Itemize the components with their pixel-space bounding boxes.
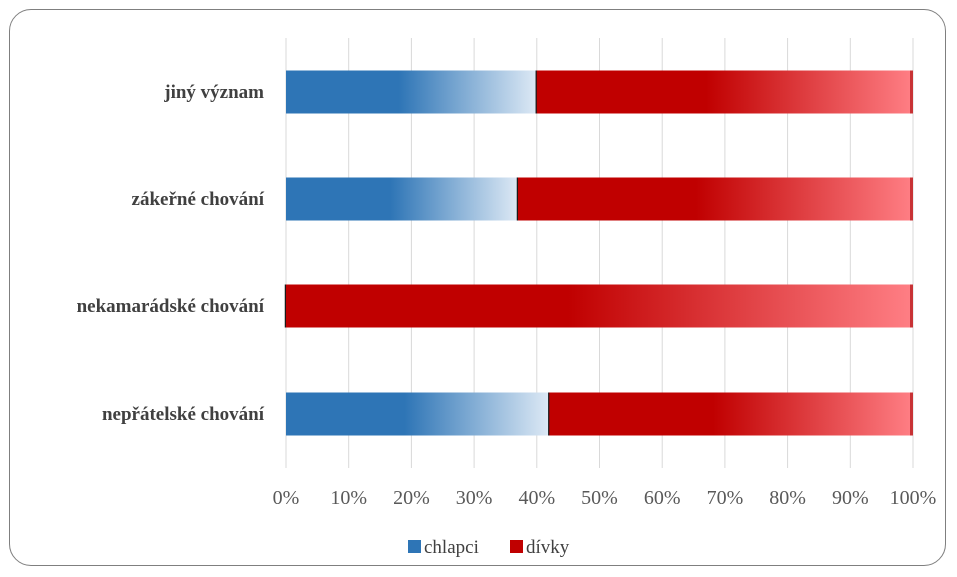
bars xyxy=(284,70,913,436)
x-tick-label: 100% xyxy=(890,487,937,509)
x-tick-label: 20% xyxy=(393,487,430,509)
x-tick-label: 50% xyxy=(581,487,618,509)
x-tick-label: 90% xyxy=(832,487,869,509)
bar-dívky-3 xyxy=(549,392,913,436)
category-labels: jiný význam zákeřné chování nekamarádské c… xyxy=(77,82,265,425)
category-label: nekamarádské chování xyxy=(77,296,265,317)
legend: chlapci dívky xyxy=(408,537,570,558)
bar-dívky-1 xyxy=(517,177,913,221)
category-label: zákeřné chování xyxy=(132,189,265,210)
x-tick-label: 80% xyxy=(769,487,806,509)
bar-dívky-2 xyxy=(286,284,913,328)
legend-label: chlapci xyxy=(424,537,479,558)
category-label: nepřátelské chování xyxy=(102,404,265,425)
x-tick-label: 0% xyxy=(273,487,300,509)
bar-end-edge xyxy=(910,70,913,114)
x-tick-label: 40% xyxy=(518,487,555,509)
bar-end-edge xyxy=(910,392,913,436)
bar-end-edge xyxy=(910,284,913,328)
x-tick-labels: 0% 10% 20% 30% 40% 50% 60% 70% 80% 90% 100% xyxy=(273,487,937,509)
legend-label: dívky xyxy=(526,537,570,558)
legend-swatch-chlapci xyxy=(408,540,421,553)
x-tick-label: 60% xyxy=(644,487,681,509)
legend-swatch-dívky xyxy=(510,540,523,553)
bar-chlapci-3 xyxy=(286,392,550,436)
category-label: jiný význam xyxy=(163,82,264,103)
bar-end-edge xyxy=(910,177,913,221)
x-tick-label: 30% xyxy=(456,487,493,509)
bar-dívky-0 xyxy=(536,70,913,114)
bar-chlapci-0 xyxy=(286,70,537,114)
bar-chlapci-1 xyxy=(286,177,518,221)
x-tick-label: 10% xyxy=(330,487,367,509)
x-tick-label: 70% xyxy=(707,487,744,509)
